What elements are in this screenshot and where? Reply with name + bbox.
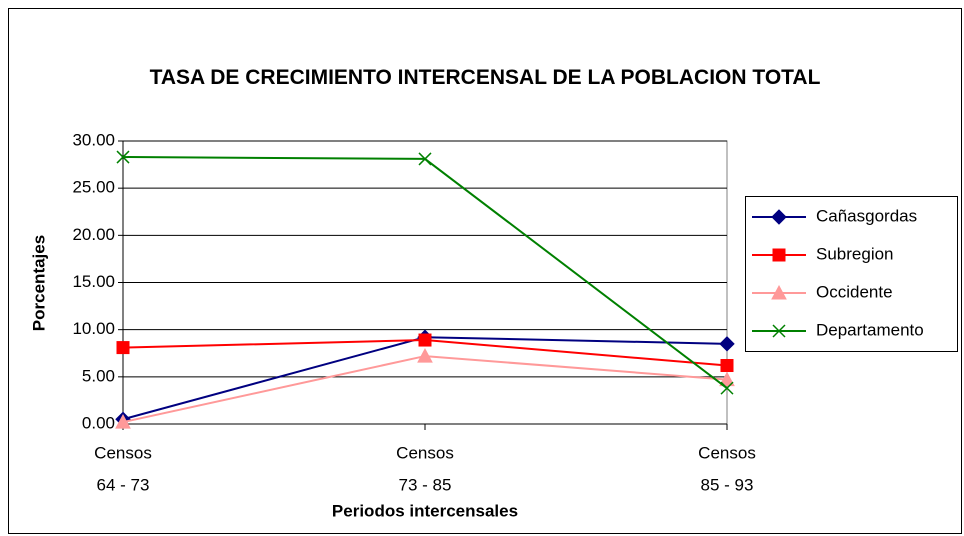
y-tick-label: 0.00	[82, 413, 115, 432]
x-tick-label: Censos	[94, 443, 152, 462]
marker	[115, 414, 131, 429]
marker	[418, 333, 432, 347]
legend-label: Departamento	[816, 320, 924, 339]
x-tick-label: Censos	[698, 443, 756, 462]
x-tick-label: 73 - 85	[399, 475, 452, 494]
y-axis-label: Porcentajes	[29, 235, 48, 331]
y-tick-label: 15.00	[72, 272, 115, 291]
marker	[720, 359, 734, 373]
marker	[116, 150, 130, 164]
y-tick-label: 20.00	[72, 225, 115, 244]
marker	[720, 381, 734, 395]
legend-label: Cañasgordas	[816, 206, 917, 225]
marker	[772, 248, 786, 262]
chart-border	[8, 8, 962, 534]
marker	[116, 341, 130, 355]
marker	[772, 324, 786, 338]
y-tick-label: 25.00	[72, 178, 115, 197]
y-tick-label: 30.00	[72, 130, 115, 149]
marker	[417, 348, 433, 363]
legend-label: Subregion	[816, 244, 894, 263]
marker	[418, 152, 432, 166]
marker	[771, 284, 787, 300]
x-tick-label: 85 - 93	[701, 475, 754, 494]
y-tick-label: 5.00	[82, 366, 115, 385]
x-tick-label: 64 - 73	[97, 475, 150, 494]
y-tick-label: 10.00	[72, 319, 115, 338]
marker	[719, 336, 735, 352]
x-tick-label: Censos	[396, 443, 454, 462]
marker	[719, 371, 735, 387]
legend-label: Occidente	[816, 282, 893, 301]
x-axis-label: Periodos intercensales	[332, 501, 518, 520]
chart-title: TASA DE CRECIMIENTO INTERCENSAL DE LA PO…	[149, 66, 821, 89]
marker	[771, 209, 787, 225]
